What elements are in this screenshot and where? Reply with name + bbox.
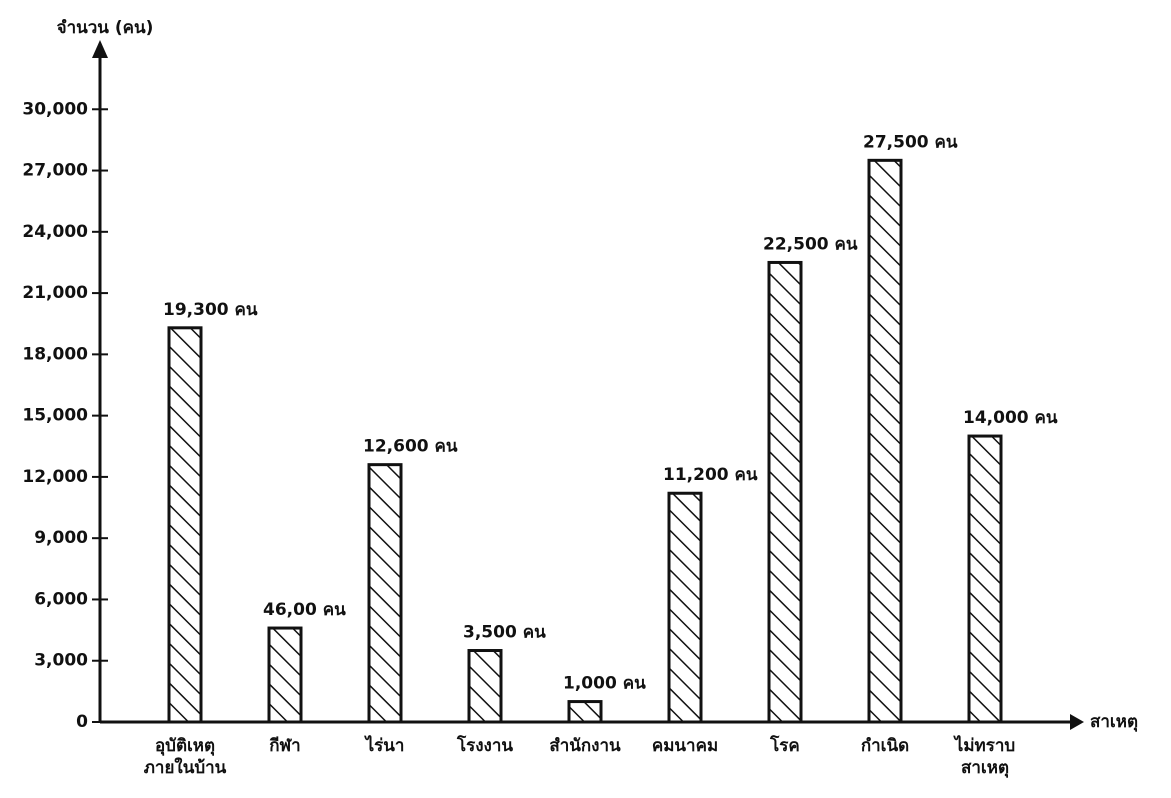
y-tick-label: 9,000 (34, 528, 88, 548)
y-axis-arrow (92, 40, 108, 58)
x-tick-label: สำนักงาน (549, 736, 621, 756)
x-tick-label: อุบัติเหตุภายในบ้าน (144, 736, 227, 778)
x-tick-label: คมนาคม (652, 736, 718, 756)
bar (467, 649, 503, 724)
bar (867, 158, 903, 724)
bar (967, 434, 1003, 724)
bar (167, 326, 203, 724)
y-tick-label: 3,000 (34, 651, 88, 671)
bar (667, 491, 703, 724)
y-tick-label: 15,000 (22, 406, 88, 426)
y-tick-label: 27,000 (22, 161, 88, 181)
bar (567, 700, 603, 724)
x-tick-label: โรงงาน (456, 735, 513, 756)
x-tick-label: โรค (769, 735, 800, 756)
value-label: 27,500 คน (863, 132, 958, 152)
x-tick-label: ไม่ทราบสาเหตุ (953, 735, 1015, 778)
x-tick-label: ไร่นา (364, 735, 405, 756)
x-tick-label: กีฬา (269, 735, 300, 756)
y-tick-label: 0 (76, 712, 88, 732)
bar (367, 463, 403, 724)
bar (767, 260, 803, 724)
value-label: 1,000 คน (563, 674, 646, 694)
y-tick-label: 12,000 (22, 467, 88, 487)
value-label: 12,600 คน (363, 437, 458, 457)
value-label: 19,300 คน (163, 300, 258, 320)
x-tick-label: กำเนิด (861, 736, 909, 756)
y-tick-label: 6,000 (34, 589, 88, 609)
x-axis-label: สาเหตุ (1090, 712, 1138, 732)
y-tick-label: 21,000 (22, 283, 88, 303)
y-tick-label: 30,000 (22, 99, 88, 119)
value-label: 14,000 คน (963, 408, 1058, 428)
y-tick-label: 18,000 (22, 344, 88, 364)
value-label: 3,500 คน (463, 623, 546, 643)
value-label: 46,00 คน (263, 600, 346, 620)
bar (267, 626, 303, 724)
value-label: 22,500 คน (763, 234, 858, 254)
y-tick-label: 24,000 (22, 222, 88, 242)
value-label: 11,200 คน (663, 465, 758, 485)
y-axis-label: จำนวน (คน) (57, 18, 154, 38)
x-axis-arrow (1070, 714, 1084, 730)
